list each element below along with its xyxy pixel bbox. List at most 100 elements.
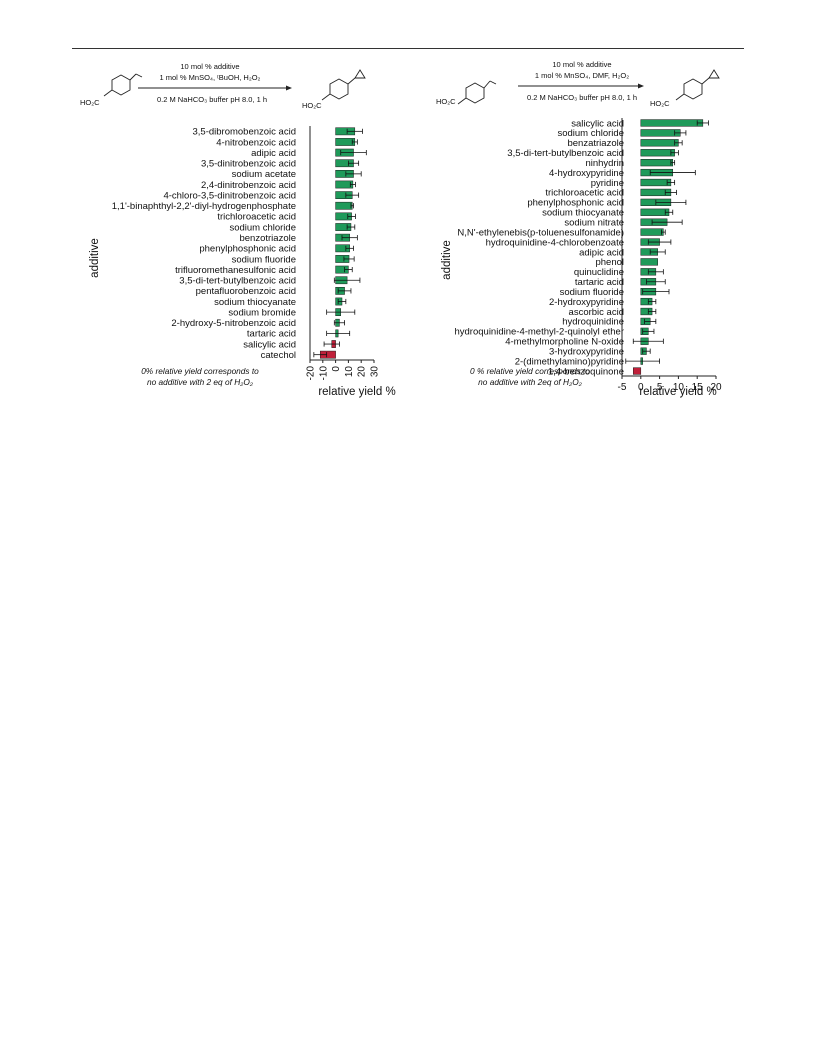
bar	[640, 159, 674, 167]
category-label: ascorbic acid	[569, 307, 624, 318]
bar	[640, 208, 670, 216]
category-label: phenol	[595, 257, 624, 268]
category-label: quinuclidine	[574, 267, 624, 278]
category-label: adipic acid	[251, 148, 296, 159]
reaction-scheme-left: HO₂C 10 mol % additive 1 mol % MnSO₄, ᵗB…	[80, 62, 366, 110]
x-tick-label: -10	[318, 366, 329, 381]
bar	[640, 228, 664, 236]
condition-line-left: 0.2 M NaHCO₃ buffer pH 8.0, 1 h	[157, 95, 267, 104]
category-label: 4-methylmorpholine N-oxide	[505, 337, 624, 348]
category-label: sodium chloride	[229, 222, 296, 233]
reaction-arrowhead-right	[638, 83, 644, 89]
category-label: sodium nitrate	[564, 217, 624, 228]
substrate-structure-left	[103, 73, 143, 97]
reagent-line1-right: 10 mol % additive	[552, 60, 611, 69]
category-label: trichloroacetic acid	[545, 188, 624, 199]
category-label: 2-hydroxy-5-nitrobenzoic acid	[171, 318, 296, 329]
substrate-label-right: HO₂C	[436, 97, 456, 106]
reaction-scheme-right: HO₂C 10 mol % additive 1 mol % MnSO₄, DM…	[436, 60, 720, 108]
reagent-line1-left: 10 mol % additive	[180, 62, 239, 71]
x-tick-label: 15	[692, 382, 704, 393]
category-label: hydroquinidine-4-chlorobenzoate	[486, 237, 624, 248]
chart-panel-right: HO₂C 10 mol % additive 1 mol % MnSO₄, DM…	[430, 50, 746, 400]
note-line1-right: 0 % relative yield corresponds to	[470, 366, 590, 376]
product-label-left: HO₂C	[302, 101, 322, 110]
category-label: pentafluorobenzoic acid	[196, 286, 296, 297]
x-tick-label: -5	[618, 382, 627, 393]
bar	[640, 119, 704, 127]
chart-right-svg: HO₂C 10 mol % additive 1 mol % MnSO₄, DM…	[436, 60, 722, 398]
x-tick-label: -20	[306, 366, 317, 381]
bar	[640, 258, 658, 266]
bar	[640, 149, 675, 157]
y-axis-label-left: additive	[89, 238, 101, 278]
category-label: sodium thiocyanate	[542, 208, 624, 219]
bar	[640, 178, 672, 187]
product-structure-left	[321, 69, 366, 101]
x-tick-label: 20	[357, 366, 368, 378]
category-label: trifluoromethanesulfonic acid	[175, 265, 296, 276]
note-line2-left: no additive with 2 eq of H₂O₂	[147, 377, 254, 387]
category-label: N,N'-ethylenebis(p-toluenesulfonamide)	[457, 227, 624, 238]
page-top-rule	[72, 48, 744, 49]
reaction-arrowhead-left	[286, 85, 292, 91]
category-label: 4-chloro-3,5-dinitrobenzoic acid	[163, 190, 296, 201]
substrate-structure-right	[457, 80, 497, 105]
reagent-line2-right: 1 mol % MnSO₄, DMF, H₂O₂	[535, 71, 629, 80]
category-label: tartaric acid	[575, 277, 624, 288]
category-label: sodium acetate	[232, 169, 296, 180]
product-label-right: HO₂C	[650, 99, 670, 108]
category-label: 4-nitrobenzoic acid	[216, 137, 296, 148]
category-label: 2-hydroxypyridine	[549, 297, 624, 308]
category-label: 2,4-dinitrobenzoic acid	[201, 180, 296, 191]
x-tick-label: 20	[710, 382, 722, 393]
category-label: 3,5-dibromobenzoic acid	[192, 127, 296, 138]
x-tick-label: 10	[344, 366, 355, 378]
category-label: 3-hydroxypyridine	[549, 346, 624, 357]
category-label: benzatriazole	[567, 138, 624, 149]
chart-panel-left: HO₂C 10 mol % additive 1 mol % MnSO₄, ᵗB…	[78, 50, 408, 400]
x-tick-label: 10	[673, 382, 685, 393]
category-label: 3,5-dinitrobenzoic acid	[201, 159, 296, 170]
category-label: salicylic acid	[243, 339, 296, 350]
category-label: pyridine	[591, 178, 624, 189]
category-label: salicylic acid	[571, 118, 624, 129]
reagent-line2-left: 1 mol % MnSO₄, ᵗBuOH, H₂O₂	[160, 73, 261, 82]
category-label: 3,5-di-tert-butylbenzoic acid	[179, 276, 296, 287]
category-label: 3,5-di-tert-butylbenzoic acid	[507, 148, 624, 159]
x-tick-label: 5	[657, 382, 663, 393]
condition-line-right: 0.2 M NaHCO₃ buffer pH 8.0, 1 h	[527, 93, 637, 102]
category-label: benzotriazole	[239, 233, 296, 244]
x-tick-label: 0	[331, 366, 342, 372]
category-label: hydroquinidine-4-methyl-2-quinolyl ether	[454, 327, 624, 338]
category-label: 2-(dimethylamino)pyridine	[515, 356, 624, 367]
category-label: ninhydrin	[585, 158, 624, 169]
category-label: catechol	[261, 350, 296, 361]
note-line2-right: no additive with 2eq of H₂O₂	[478, 377, 582, 387]
category-label: sodium thiocyanate	[214, 297, 296, 308]
bar	[335, 201, 353, 210]
category-label: tartaric acid	[247, 329, 296, 340]
x-tick-label: 0	[638, 382, 644, 393]
category-label: sodium bromide	[228, 307, 296, 318]
category-label: hydroquinidine	[562, 317, 624, 328]
bar	[640, 139, 679, 147]
category-label: sodium fluoride	[560, 287, 624, 298]
x-tick-label: 30	[370, 366, 381, 378]
product-structure-right	[675, 69, 720, 101]
x-axis-label-right: relative yield %	[639, 386, 716, 398]
category-label: trichloroacetic acid	[217, 212, 296, 223]
y-axis-label-right: additive	[441, 240, 453, 280]
substrate-label-left: HO₂C	[80, 98, 100, 107]
chart-left-svg: HO₂C 10 mol % additive 1 mol % MnSO₄, ᵗB…	[80, 62, 396, 398]
x-axis-label-left: relative yield %	[318, 386, 395, 398]
category-label: phenylphosphonic acid	[199, 244, 296, 255]
category-label: sodium chloride	[557, 128, 624, 139]
bar	[633, 367, 642, 375]
category-label: phenylphosphonic acid	[527, 198, 624, 209]
note-line1-left: 0% relative yield corresponds to	[141, 366, 259, 376]
category-label: 4-hydroxypyridine	[549, 168, 624, 179]
category-label: 1,4-benzoquinone	[548, 366, 624, 377]
